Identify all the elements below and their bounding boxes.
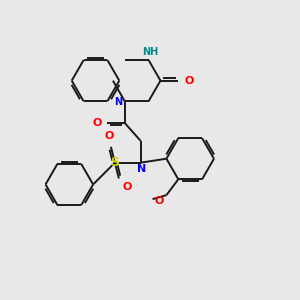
Text: N: N — [137, 164, 146, 174]
Text: S: S — [110, 156, 119, 169]
Text: O: O — [104, 131, 114, 141]
Text: NH: NH — [142, 47, 159, 57]
Text: O: O — [184, 76, 194, 85]
Text: O: O — [154, 196, 164, 206]
Text: O: O — [93, 118, 102, 128]
Text: O: O — [123, 182, 132, 193]
Text: N: N — [114, 97, 122, 107]
